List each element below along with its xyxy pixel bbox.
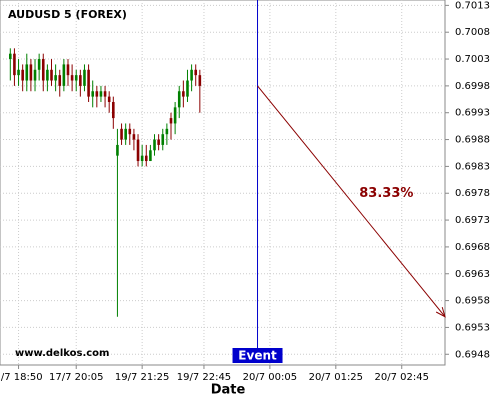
- y-tick-label: 0.6958: [455, 296, 490, 307]
- candle-body: [9, 53, 12, 60]
- candle-body: [182, 91, 185, 97]
- candle-body: [177, 91, 181, 108]
- candle-body: [83, 69, 86, 86]
- candle-body: [29, 64, 33, 81]
- candle-body: [120, 128, 123, 140]
- chart-title: AUDUSD 5 (FOREX): [8, 8, 127, 21]
- candle-body: [66, 64, 70, 76]
- x-tick-label: 19/7 21:25: [115, 372, 169, 383]
- watermark: www.delkos.com: [15, 348, 109, 359]
- y-tick-label: 0.7008: [455, 27, 490, 38]
- candle-body: [62, 64, 66, 86]
- candle-body: [79, 75, 82, 86]
- x-tick-label: 19/7 22:45: [177, 372, 231, 383]
- candle-body: [74, 75, 78, 81]
- y-tick-label: 0.7003: [455, 54, 490, 65]
- x-tick-label: 7/7 18:50: [0, 372, 43, 383]
- candle-body: [25, 64, 29, 81]
- y-tick-label: 0.6998: [455, 81, 490, 92]
- candle-body: [87, 69, 90, 97]
- candle-body: [144, 155, 148, 162]
- candle-body: [95, 91, 99, 97]
- candle-body: [50, 69, 53, 81]
- candle-body: [112, 101, 115, 119]
- candle-body: [103, 91, 107, 97]
- y-tick-label: 0.6953: [455, 322, 490, 333]
- candle-body: [161, 134, 165, 145]
- candle-body: [33, 69, 37, 81]
- y-tick-label: 0.6968: [455, 242, 490, 253]
- candle-body: [169, 118, 173, 124]
- candle-body: [153, 139, 156, 151]
- candle-body: [99, 91, 103, 97]
- candle-body: [149, 150, 152, 162]
- candle-body: [70, 75, 74, 81]
- forecast-label: 83.33%: [359, 186, 413, 201]
- y-tick-label: 0.6993: [455, 108, 490, 119]
- candle-body: [140, 155, 144, 162]
- y-tick-label: 0.6963: [455, 269, 490, 280]
- y-tick-label: 0.6948: [455, 349, 490, 360]
- candle-body: [186, 80, 189, 97]
- candle-body: [136, 139, 140, 162]
- event-box: [232, 348, 283, 363]
- candle-body: [157, 139, 160, 145]
- y-tick-label: 0.6978: [455, 188, 490, 199]
- x-tick-label: 20/7 02:45: [375, 372, 429, 383]
- y-tick-label: 0.6973: [455, 215, 490, 226]
- candle-body: [190, 69, 193, 81]
- x-tick-label: 17/7 20:05: [49, 372, 103, 383]
- candle-body: [107, 96, 111, 102]
- plot-area: [0, 0, 446, 366]
- candle-body: [132, 134, 136, 140]
- candle-body: [194, 69, 198, 76]
- candle-body: [198, 75, 202, 86]
- candle-body: [173, 107, 177, 124]
- candle-body: [17, 69, 20, 76]
- candle-body: [58, 75, 62, 86]
- candle-body: [116, 144, 119, 156]
- candle-body: [128, 128, 132, 135]
- candle-body: [21, 69, 24, 81]
- candle-body: [91, 91, 95, 97]
- event-label: Event: [238, 349, 277, 363]
- y-tick-label: 0.7013: [455, 0, 490, 11]
- x-axis-label: Date: [211, 383, 246, 398]
- y-tick-label: 0.6983: [455, 161, 490, 172]
- candle-body: [54, 75, 57, 81]
- x-tick-label: 20/7 00:05: [243, 372, 297, 383]
- x-tick-label: 20/7 01:25: [309, 372, 363, 383]
- candle-body: [13, 53, 16, 76]
- forecast-arrow: [257, 85, 446, 318]
- y-tick-label: 0.6988: [455, 135, 490, 146]
- candle-body: [46, 69, 49, 81]
- candle-body: [165, 128, 169, 135]
- arrow-head: [435, 306, 446, 318]
- candle-body: [41, 59, 45, 81]
- candle-body: [124, 128, 127, 140]
- candle-body: [37, 59, 41, 70]
